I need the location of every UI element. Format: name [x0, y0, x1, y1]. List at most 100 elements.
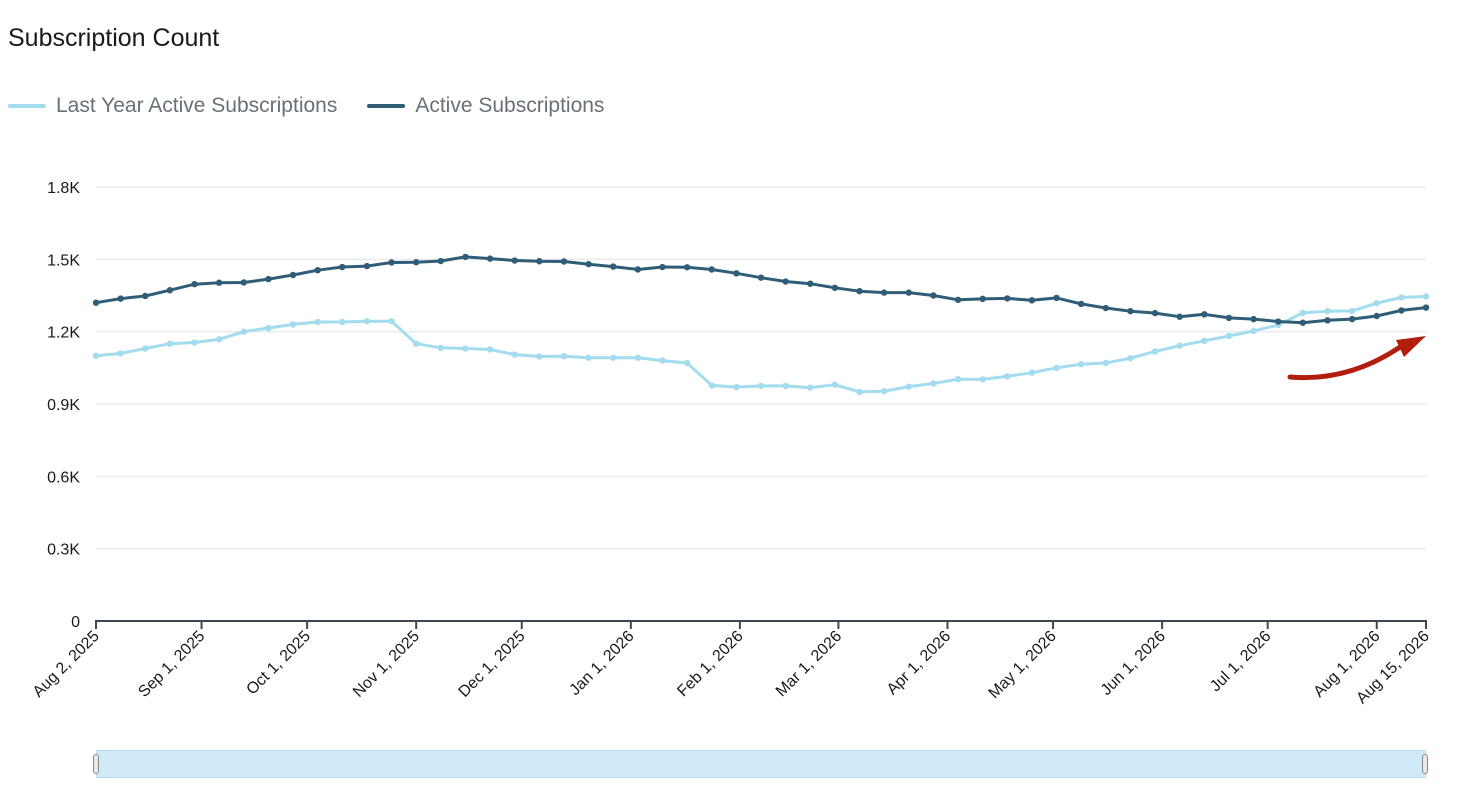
legend-item-active[interactable]: Active Subscriptions [367, 94, 604, 118]
data-point-active [708, 266, 715, 273]
data-point-active [1102, 304, 1110, 312]
data-point-last-year [265, 324, 272, 332]
data-point-active [215, 279, 223, 286]
data-point-last-year [1348, 307, 1356, 315]
data-point-active [585, 260, 592, 268]
data-point-last-year [880, 388, 888, 395]
data-point-last-year [733, 383, 740, 391]
data-point-last-year [683, 359, 691, 367]
data-point-active [880, 289, 888, 296]
data-point-active [930, 292, 937, 299]
data-point-last-year [930, 380, 937, 387]
data-point-active [1250, 315, 1257, 323]
legend-label-active: Active Subscriptions [415, 94, 605, 117]
data-point-active [536, 258, 543, 265]
data-point-last-year [1299, 309, 1307, 317]
data-point-active [1373, 312, 1380, 320]
data-point-last-year [1127, 354, 1134, 362]
data-point-last-year [511, 351, 518, 358]
data-point-last-year [634, 354, 642, 361]
data-point-last-year [314, 318, 321, 326]
data-point-active [1201, 311, 1208, 318]
data-point-last-year [412, 340, 420, 347]
data-point-active [659, 263, 666, 271]
x-tick-label: Nov 1, 2025 [350, 628, 423, 701]
range-brush[interactable] [96, 750, 1426, 778]
legend-swatch-last-year [8, 104, 46, 108]
x-tick-label: Dec 1, 2025 [456, 628, 529, 701]
data-point-active [412, 259, 420, 266]
x-tick-label: Apr 1, 2026 [884, 628, 955, 699]
data-point-last-year [1225, 332, 1233, 340]
data-point-active [1127, 307, 1134, 315]
data-point-last-year [708, 382, 715, 389]
trend-arrow [1287, 342, 1406, 381]
data-point-active [782, 278, 789, 285]
y-tick-label: 0 [71, 614, 80, 631]
x-tick-label: Jan 1, 2026 [566, 628, 637, 699]
chart-title: Subscription Count [8, 24, 220, 52]
data-point-active [1324, 317, 1331, 324]
trend-arrow-head [1396, 336, 1426, 357]
x-tick-label: Oct 1, 2025 [243, 628, 314, 699]
data-point-last-year [1176, 342, 1183, 349]
data-point-active [339, 263, 346, 271]
data-point-active [314, 266, 321, 274]
x-axis: Aug 2, 2025 Sep 1, 2025 Oct 1, 2025 Nov 1, … [30, 620, 1433, 707]
data-point-last-year [215, 336, 223, 343]
x-tick-label: May 1, 2026 [986, 628, 1060, 702]
x-tick-label: Sep 1, 2025 [135, 628, 208, 701]
x-tick-label: Mar 1, 2026 [773, 628, 845, 700]
data-point-last-year [979, 376, 986, 383]
data-point-active [1004, 295, 1011, 302]
data-point-last-year [462, 345, 469, 352]
data-point-active [979, 295, 986, 303]
data-point-active [757, 274, 765, 281]
legend-swatch-active [367, 104, 406, 108]
data-point-active [511, 257, 518, 264]
data-point-active [1348, 315, 1356, 323]
data-point-last-year [1053, 364, 1060, 372]
data-point-last-year [659, 357, 666, 364]
data-point-active [856, 287, 863, 295]
brush-handle-right[interactable] [1422, 754, 1428, 774]
data-point-last-year [1077, 361, 1085, 368]
series-line-last-year [95, 295, 1427, 394]
data-point-last-year [905, 383, 912, 390]
data-point-active [634, 266, 642, 273]
legend: Last Year Active Subscriptions Active Su… [8, 94, 634, 118]
data-point-last-year [782, 382, 789, 390]
data-point-last-year [1422, 293, 1430, 300]
data-point-active [1053, 294, 1060, 302]
data-point-last-year [339, 318, 346, 326]
y-tick-label: 0.3K [47, 542, 80, 559]
data-point-active [733, 270, 740, 277]
data-point-active [1077, 300, 1085, 308]
data-point-last-year [1398, 294, 1405, 301]
y-tick-label: 1.5K [47, 252, 80, 269]
data-point-last-year [954, 375, 962, 383]
data-point-active [1151, 309, 1159, 317]
data-point-last-year [1324, 307, 1331, 315]
data-point-active [831, 284, 839, 291]
data-point-active [289, 271, 297, 279]
data-point-active [437, 257, 445, 265]
series-layer [92, 253, 1430, 396]
data-point-last-year [1004, 373, 1011, 380]
data-point-active [486, 255, 494, 262]
y-tick-label: 0.9K [47, 397, 80, 414]
data-point-last-year [117, 350, 124, 357]
data-point-active [683, 264, 691, 271]
data-point-last-year [757, 382, 765, 390]
brush-handle-left[interactable] [93, 754, 99, 774]
data-point-active [610, 263, 617, 270]
data-point-last-year [363, 318, 371, 325]
data-point-active [240, 279, 247, 286]
data-point-active [462, 253, 469, 261]
legend-item-last-year[interactable]: Last Year Active Subscriptions [8, 94, 337, 118]
data-point-active [388, 259, 395, 266]
data-point-last-year [240, 328, 247, 335]
y-tick-label: 1.2K [47, 325, 80, 342]
data-point-last-year [856, 388, 863, 396]
